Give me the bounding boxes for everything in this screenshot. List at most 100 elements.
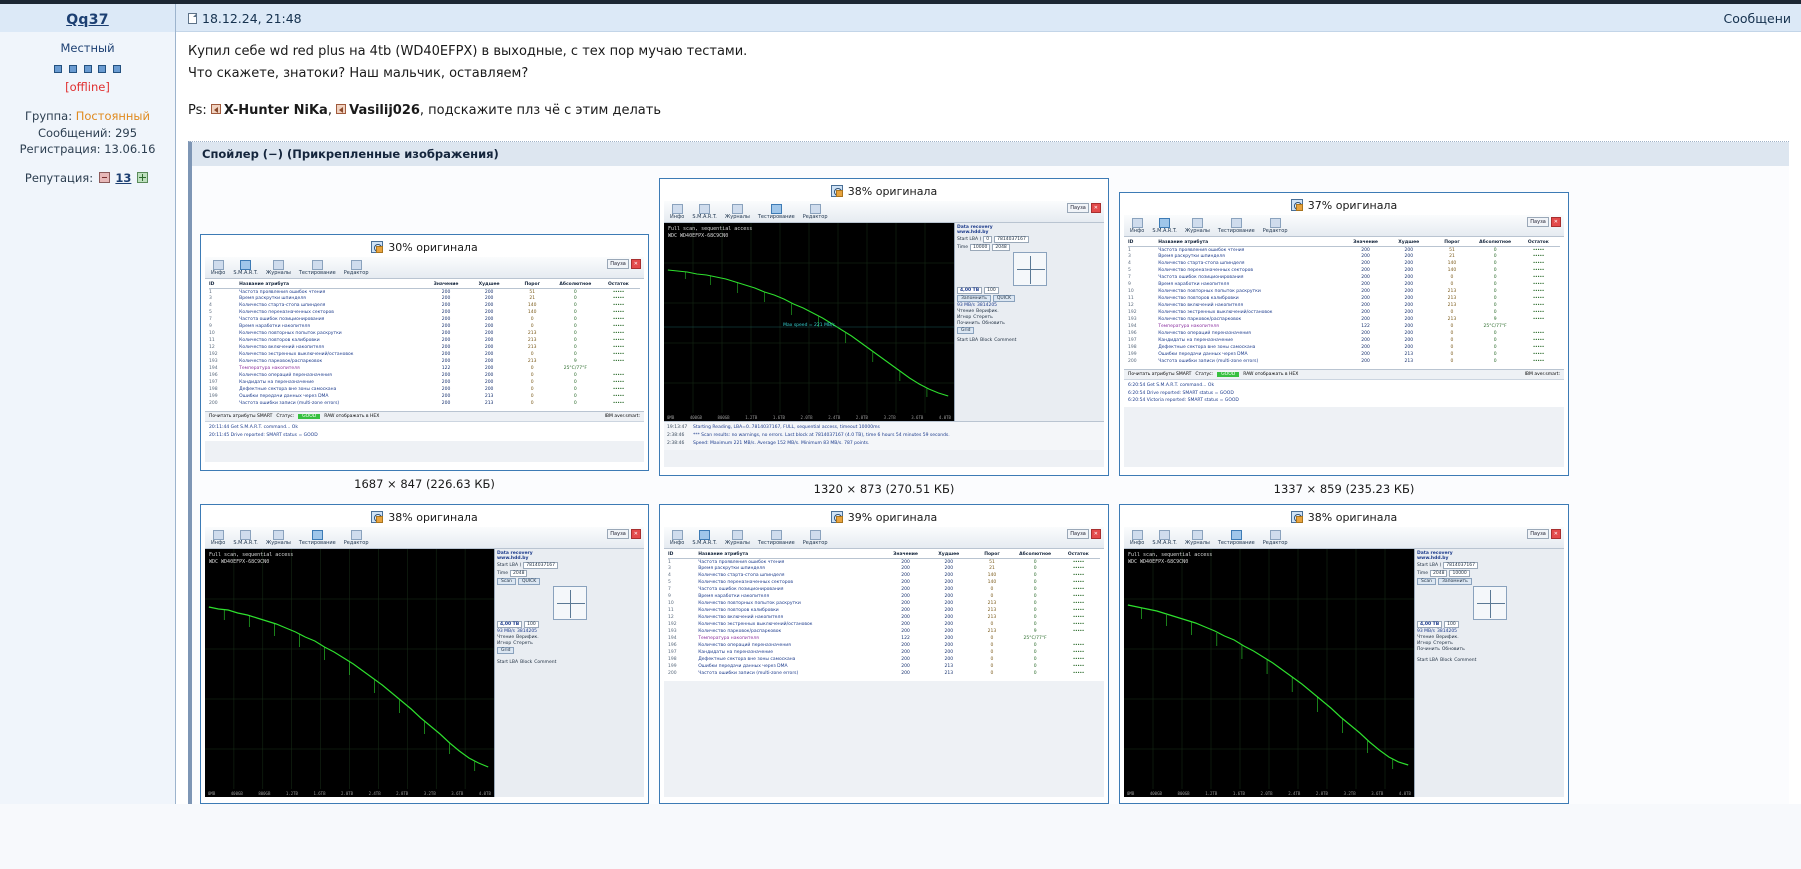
thumbnail-frame[interactable]: 39% оригинала Инфо S.M.A.R.T. Журналы Те… xyxy=(659,503,1109,804)
mention-1[interactable]: X-Hunter NiKa xyxy=(223,103,328,118)
tab-editor[interactable]: Редактор xyxy=(800,529,831,546)
author-link[interactable]: Qq37 xyxy=(66,12,109,28)
tab-smart[interactable]: S.M.A.R.T. xyxy=(1149,529,1180,546)
tab-logs[interactable]: Журналы xyxy=(722,529,753,546)
messages-link[interactable]: Сообщени xyxy=(1723,11,1792,26)
close-icon[interactable]: ✕ xyxy=(1090,202,1101,213)
table-row[interactable]: 196 Количество операций переназначения 200… xyxy=(209,373,640,380)
tab-logs[interactable]: Журналы xyxy=(263,259,294,276)
reputation-value[interactable]: 13 xyxy=(115,171,132,186)
radio-erase[interactable]: Стереть xyxy=(973,314,993,320)
table-row[interactable]: 1 Частота проявления ошибок чтения 200 200 5… xyxy=(209,290,640,297)
scan-button[interactable]: Scan xyxy=(497,577,516,585)
smart-refresh-button[interactable]: Почитать атрибуты SMART xyxy=(209,413,273,419)
smart-refresh-button[interactable]: Почитать атрибуты SMART xyxy=(1128,371,1192,377)
tab-smart[interactable]: S.M.A.R.T. xyxy=(230,529,261,546)
table-row[interactable]: 3 Время раскрутки шпинделя 200 200 21 0 ••••• xyxy=(209,296,640,303)
block-input[interactable]: 2048 xyxy=(1430,569,1448,577)
tab-smart[interactable]: S.M.A.R.T. xyxy=(1149,217,1180,234)
table-row[interactable]: 7 Частота ошибок позиционирования 200 200 0 0… xyxy=(1128,275,1560,282)
pause-button[interactable]: Пауза xyxy=(607,528,629,539)
radio-ignore[interactable]: Игнор xyxy=(1417,640,1432,646)
tab-editor[interactable]: Редактор xyxy=(1260,217,1291,234)
table-row[interactable]: 5 Количество переназначенных секторов 200 2… xyxy=(668,580,1100,587)
table-row[interactable]: 3 Время раскрутки шпинделя 200 200 21 0 ••••• xyxy=(668,566,1100,573)
thumbnail-frame[interactable]: 30% оригинала Инфо S.M.A.R.T. Журналы Те… xyxy=(200,233,649,471)
table-row[interactable]: 197 Кандидаты на переназначение 200 200 0 0 ••… xyxy=(1128,338,1560,345)
table-row[interactable]: 5 Количество переназначенных секторов 200 2… xyxy=(1128,268,1560,275)
table-row[interactable]: 198 Дефектные сектора вне зоны самоскана 2… xyxy=(668,657,1100,664)
tab-testing[interactable]: Тестирование xyxy=(1215,529,1258,546)
table-row[interactable]: 9 Время наработки накопителя 200 200 0 0 ••••• xyxy=(209,324,640,331)
table-row[interactable]: 7 Частота ошибок позиционирования 200 200 0 0… xyxy=(209,317,640,324)
table-row[interactable]: 192 Количество экстренных выключений/оста… xyxy=(668,622,1100,629)
checkbox-refresh[interactable]: Обновить xyxy=(1441,646,1465,652)
table-row[interactable]: 194 Температура накопителя 122 200 0 25°C/77°… xyxy=(209,366,640,373)
table-row[interactable]: 197 Кандидаты на переназначение 200 200 0 0 ••… xyxy=(668,650,1100,657)
table-row[interactable]: 198 Дефектные сектора вне зоны самоскана 2… xyxy=(209,387,640,394)
table-row[interactable]: 198 Дефектные сектора вне зоны самоскана 2… xyxy=(1128,345,1560,352)
table-row[interactable]: 12 Количество включений накопителя 200 200 2… xyxy=(1128,303,1560,310)
table-row[interactable]: 200 Частота ошибки записи (multi-zone err… xyxy=(1128,359,1560,366)
thumbnail-frame[interactable]: 38% оригинала Инфо S.M.A.R.T. Журналы Те… xyxy=(659,177,1109,476)
tab-editor[interactable]: Редактор xyxy=(800,203,831,220)
radio-erase[interactable]: Стереть xyxy=(513,640,533,646)
tab-testing[interactable]: Тестирование xyxy=(296,259,339,276)
table-row[interactable]: 193 Количество парковок/распарковок 200 200… xyxy=(1128,317,1560,324)
radio-verify[interactable]: Верифик. xyxy=(1436,634,1459,640)
tab-testing[interactable]: Тестирование xyxy=(296,529,339,546)
table-row[interactable]: 5 Количество переназначенных секторов 200 2… xyxy=(209,310,640,317)
checkbox-remap[interactable]: Починить xyxy=(957,320,980,326)
timeout-input[interactable]: 10000 xyxy=(970,243,991,251)
radio-verify[interactable]: Верифик. xyxy=(976,308,999,314)
radio-verify[interactable]: Верифик. xyxy=(516,634,539,640)
table-row[interactable]: 9 Время наработки накопителя 200 200 0 0 ••••• xyxy=(668,594,1100,601)
end-lba-input[interactable]: 7814037167 xyxy=(1443,561,1478,569)
radio-ignore[interactable]: Игнор xyxy=(497,640,512,646)
quick-button[interactable]: QUICK xyxy=(992,294,1016,302)
scan-dial[interactable] xyxy=(1472,585,1507,620)
radio-read[interactable]: Чтение xyxy=(497,634,515,640)
tab-info[interactable]: Инфо xyxy=(1127,529,1147,546)
quick-button[interactable]: QUICK xyxy=(517,577,541,585)
table-row[interactable]: 11 Количество повторов калибровки 200 200 21… xyxy=(668,608,1100,615)
save-button[interactable]: Запомнить xyxy=(1437,577,1472,585)
tab-info[interactable]: Инфо xyxy=(208,259,228,276)
table-row[interactable]: 10 Количество повторных попыток раскрутки… xyxy=(1128,289,1560,296)
thumbnail-frame[interactable]: 38% оригинала Инфо S.M.A.R.T. Журналы Те… xyxy=(1119,503,1569,804)
hex-checkbox-label[interactable]: RAW отображать в HEX xyxy=(1243,371,1299,377)
tab-editor[interactable]: Редактор xyxy=(341,529,372,546)
close-icon[interactable]: ✕ xyxy=(1550,216,1561,227)
tab-logs[interactable]: Журналы xyxy=(263,529,294,546)
table-row[interactable]: 194 Температура накопителя 122 200 0 25°C/77°… xyxy=(1128,324,1560,331)
pause-button[interactable]: Пауза xyxy=(1067,528,1089,539)
tab-logs[interactable]: Журналы xyxy=(722,203,753,220)
close-icon[interactable]: ✕ xyxy=(630,258,641,269)
close-icon[interactable]: ✕ xyxy=(1550,528,1561,539)
end-lba-input[interactable]: 7814037167 xyxy=(994,235,1029,243)
scan-dial[interactable] xyxy=(552,585,587,620)
save-button[interactable]: Запомнить xyxy=(957,294,991,302)
table-row[interactable]: 193 Количество парковок/распарковок 200 200… xyxy=(209,359,640,366)
table-row[interactable]: 1 Частота проявления ошибок чтения 200 200 5… xyxy=(668,560,1100,567)
table-row[interactable]: 200 Частота ошибки записи (multi-zone err… xyxy=(209,401,640,408)
minus-icon[interactable] xyxy=(98,172,110,184)
checkbox-remap[interactable]: Починить xyxy=(1417,646,1440,652)
end-lba-input[interactable]: 7814037167 xyxy=(523,561,558,569)
tab-logs[interactable]: Журналы xyxy=(1182,217,1213,234)
table-row[interactable]: 10 Количество повторных попыток раскрутки… xyxy=(209,331,640,338)
table-row[interactable]: 193 Количество парковок/распарковок 200 200… xyxy=(668,629,1100,636)
tab-info[interactable]: Инфо xyxy=(1127,217,1147,234)
thumbnail-frame[interactable]: 37% оригинала Инфо S.M.A.R.T. Журналы Те… xyxy=(1119,191,1569,476)
table-row[interactable]: 199 Ошибки передачи данных через DMA 200 21… xyxy=(668,664,1100,671)
plus-icon[interactable] xyxy=(137,172,149,184)
table-row[interactable]: 4 Количество старта-стопа шпинделя 200 200 1… xyxy=(1128,261,1560,268)
thumbnail-frame[interactable]: 38% оригинала Инфо S.M.A.R.T. Журналы Те… xyxy=(200,503,649,804)
table-row[interactable]: 10 Количество повторных попыток раскрутки… xyxy=(668,601,1100,608)
pause-button[interactable]: Пауза xyxy=(1067,202,1089,213)
tab-info[interactable]: Инфо xyxy=(667,203,687,220)
table-row[interactable]: 200 Частота ошибки записи (multi-zone err… xyxy=(668,671,1100,678)
table-row[interactable]: 196 Количество операций переназначения 200… xyxy=(1128,331,1560,338)
table-row[interactable]: 11 Количество повторов калибровки 200 200 21… xyxy=(209,338,640,345)
close-icon[interactable]: ✕ xyxy=(630,528,641,539)
